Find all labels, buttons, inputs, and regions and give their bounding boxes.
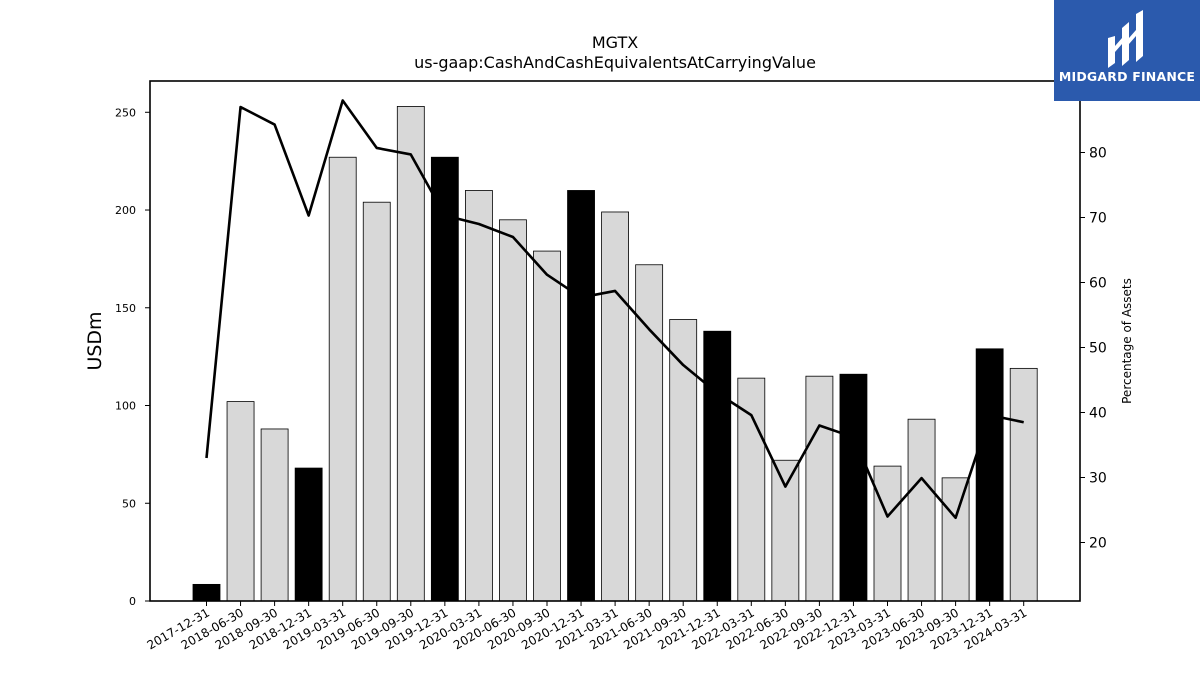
bar-2021-03-31 (601, 211, 629, 602)
bar-2018-09-30 (260, 428, 289, 602)
bar-2019-06-30 (362, 201, 391, 602)
bar-2020-03-31 (464, 190, 493, 602)
y2-tick-label: 70 (1089, 211, 1107, 227)
bar-2021-06-30 (635, 264, 664, 602)
bar-2023-12-31 (975, 348, 1004, 602)
bar-2022-03-31 (737, 377, 766, 602)
y-tick-label: 250 (115, 106, 136, 119)
bar-2023-09-30 (941, 477, 970, 602)
y-tick-label: 100 (115, 400, 136, 413)
bar-2020-12-31 (567, 190, 595, 602)
bar-2017-12-31 (192, 583, 221, 602)
bar-2024-03-31 (1009, 367, 1038, 602)
chart-subtitle: us-gaap:CashAndCashEquivalentsAtCarrying… (414, 53, 816, 72)
y-tick-label: 50 (122, 497, 136, 510)
y2-tick-label: 50 (1089, 341, 1107, 357)
bar-2020-06-30 (499, 219, 527, 602)
bar-2021-09-30 (669, 319, 698, 602)
y2-tick-label: 60 (1089, 276, 1107, 292)
y-axis-left: 0 50 100 150 200 250 (115, 106, 150, 608)
y-tick-label: 0 (129, 595, 136, 608)
bar-2021-12-31 (703, 330, 732, 602)
y2-tick-label: 80 (1089, 146, 1107, 162)
y-axis-label: USDm (84, 311, 106, 370)
y2-axis-label: Percentage of Assets (1120, 278, 1134, 404)
bar-2023-03-31 (873, 465, 902, 602)
bar-2022-12-31 (839, 373, 868, 602)
bar-2022-06-30 (771, 459, 800, 602)
y2-tick-label: 40 (1089, 406, 1107, 422)
percentage-line (205, 99, 1024, 520)
brand-logo: MIDGARD FINANCE (1054, 0, 1200, 101)
bar-2018-06-30 (226, 401, 255, 602)
x-axis: 2017-12-312018-06-302018-09-302018-12-31… (145, 601, 1029, 652)
y-tick-label: 150 (115, 302, 136, 315)
chart-title: MGTX (592, 33, 638, 52)
brand-name: MIDGARD FINANCE (1058, 69, 1196, 84)
bar-2018-12-31 (294, 467, 323, 602)
y2-tick-label: 20 (1089, 536, 1107, 552)
y-tick-label: 200 (115, 204, 136, 217)
bar-2019-09-30 (396, 106, 425, 602)
bar-2019-03-31 (328, 156, 357, 602)
bar-2020-09-30 (533, 250, 561, 602)
bar-2022-09-30 (805, 375, 834, 602)
bar-2019-12-31 (430, 156, 459, 602)
y2-tick-label: 30 (1089, 471, 1107, 487)
midgard-logo-icon (1108, 10, 1143, 68)
bar-2023-06-30 (907, 418, 936, 602)
y-axis-right: 20 30 40 50 60 70 80 (1080, 146, 1107, 552)
bar-series (192, 106, 1038, 602)
